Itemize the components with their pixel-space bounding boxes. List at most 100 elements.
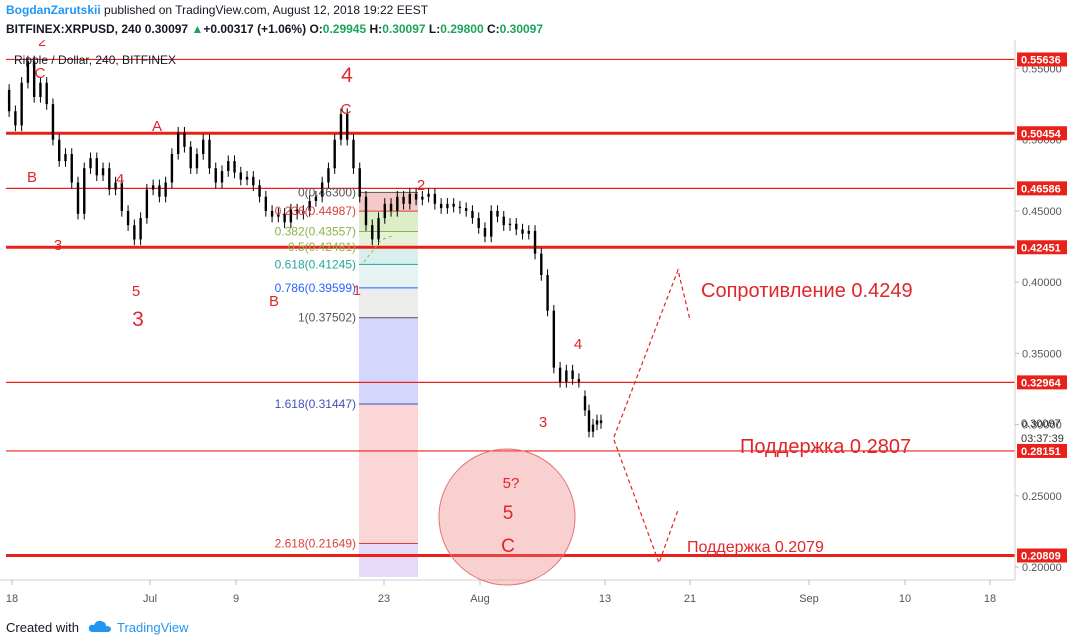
candle-body (277, 213, 280, 217)
candle-body (139, 218, 142, 240)
publish-line: BogdanZarutskii published on TradingView… (6, 3, 428, 17)
candle-body (151, 185, 155, 190)
candle-body (176, 132, 180, 154)
candle-body (164, 182, 167, 197)
price-tick-label: 0.45000 (1022, 206, 1062, 218)
candle-body (383, 203, 386, 219)
time-tick-label: 21 (684, 593, 696, 605)
fib-label: 0(0.46300) (298, 185, 356, 199)
candle-body (595, 420, 599, 425)
candle-body (7, 89, 11, 112)
countdown-label: 03:37:39 (1021, 433, 1064, 445)
candle-body (45, 82, 48, 105)
candle-body (183, 132, 186, 147)
forecast-drawings (363, 235, 691, 565)
candle-body (533, 230, 537, 254)
wave-label: C (341, 101, 352, 118)
price-level-tag-label: 0.46586 (1021, 183, 1061, 195)
fib-band (359, 317, 418, 404)
candle-body (358, 168, 361, 197)
candle-body (245, 176, 249, 180)
candle-body (189, 146, 192, 169)
time-tick-label: Sep (799, 593, 819, 605)
price-level-tag-label: 0.42451 (1021, 242, 1061, 254)
candle-body (108, 168, 111, 190)
candle-body (371, 225, 374, 240)
candle-body (14, 111, 17, 126)
candle-body (333, 139, 336, 169)
high-value: 0.30097 (382, 22, 426, 36)
candle-body (389, 203, 393, 211)
candle-body (540, 253, 543, 276)
candle-body (483, 228, 487, 237)
candle-body (95, 158, 98, 176)
candle-body (214, 168, 217, 183)
fib-level-labels: 0(0.46300)0.236(0.44987)0.382(0.43557)0.… (275, 185, 356, 550)
candle-body (583, 396, 587, 411)
price-chart[interactable]: 0(0.46300)0.236(0.44987)0.382(0.43557)0.… (0, 40, 1073, 612)
candle-body (565, 370, 568, 382)
candle-body (270, 210, 274, 217)
fib-band (359, 246, 418, 265)
time-tick-label: 10 (899, 593, 911, 605)
candle-body (58, 139, 61, 162)
candle-body (352, 139, 355, 169)
fib-retracement-zone (359, 191, 418, 577)
low-value: 0.29800 (440, 22, 484, 36)
candle-body (89, 158, 92, 169)
open-value: 0.29945 (322, 22, 367, 36)
author-link[interactable]: BogdanZarutskii (6, 3, 101, 17)
candle-body (302, 210, 305, 214)
price-tick-label: 0.20000 (1022, 562, 1062, 574)
fib-label: 0.618(0.41245) (275, 257, 356, 271)
price-level-tag (1017, 375, 1067, 390)
wave-label: 3 (54, 237, 62, 254)
time-tick-label: 18 (984, 593, 996, 605)
fib-label: 2.618(0.21649) (275, 537, 356, 551)
wave-label: 4 (341, 64, 353, 87)
candle-body (490, 210, 493, 237)
wave-label: C (35, 65, 46, 82)
time-axis[interactable]: 18 Jul 9 23 Aug 13 21 Sep 10 18 (0, 579, 1015, 605)
target-zone-circle (438, 448, 576, 586)
candle-body (26, 61, 30, 83)
candle-body (458, 206, 462, 209)
candle-body (252, 176, 255, 186)
candle-body (308, 200, 311, 211)
candle-body (51, 104, 55, 140)
candle-body (239, 172, 242, 180)
candle-body (264, 196, 268, 211)
time-tick-label: 9 (233, 593, 239, 605)
candle-body (515, 223, 518, 230)
fib-label: 0.382(0.43557) (275, 225, 356, 239)
created-with-text: Created with (6, 620, 79, 635)
candle-body (64, 153, 67, 162)
price-tick-label: 0.30000 (1022, 420, 1062, 432)
candle-body (408, 193, 412, 204)
candle-body (83, 168, 86, 214)
price-axis[interactable]: 0.550000.500000.450000.400000.350000.300… (1014, 40, 1067, 580)
chart-title: Ripple / Dollar, 240, BITFINEX (14, 53, 176, 67)
candle-body (158, 185, 161, 197)
candle-body (327, 168, 330, 183)
candle-body (599, 420, 603, 424)
candle-body (364, 196, 368, 226)
candle-body (571, 370, 574, 380)
fib-label: 0.5(0.42481) (288, 240, 356, 254)
candle-body (414, 193, 418, 200)
candle-body (145, 189, 149, 219)
l-label: L: (428, 22, 441, 36)
candle-body (339, 114, 343, 140)
candle-body (114, 182, 117, 190)
candle-body (377, 218, 380, 240)
candle-body (558, 367, 562, 382)
candle-body (289, 209, 293, 223)
tradingview-brand-link[interactable]: TradingView (117, 620, 189, 635)
wave-label: 4 (574, 336, 582, 353)
candle-body (496, 210, 499, 217)
wave-label: 2 (38, 40, 46, 49)
candle-body (446, 203, 449, 209)
candle-body (133, 225, 136, 240)
candle-body (170, 153, 174, 183)
candle-series (7, 55, 603, 438)
